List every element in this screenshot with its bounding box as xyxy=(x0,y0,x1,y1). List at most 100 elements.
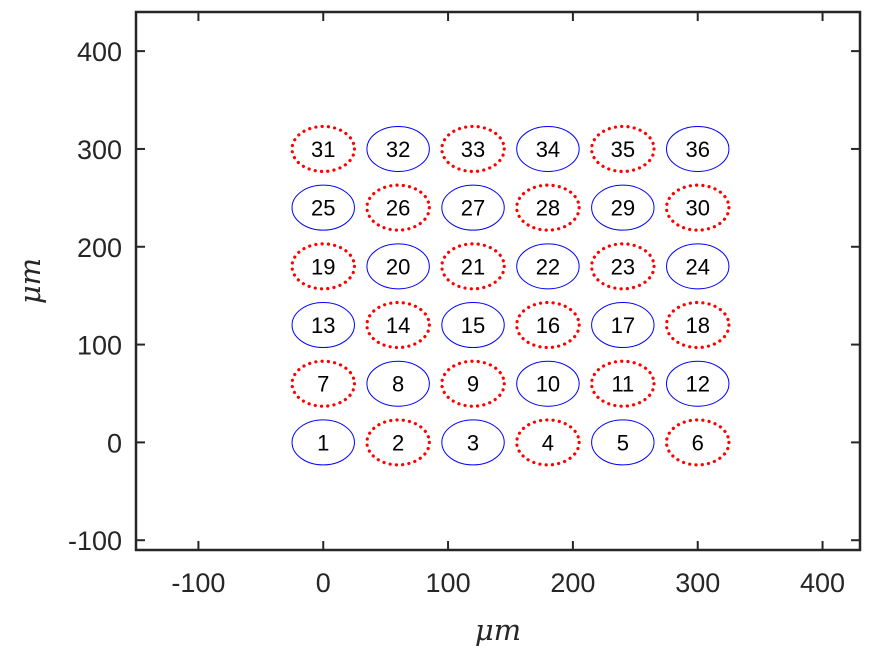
data-point-10: 10 xyxy=(516,360,580,407)
point-label: 19 xyxy=(311,254,335,279)
point-marker xyxy=(291,302,355,349)
point-marker xyxy=(365,418,431,467)
data-point-2: 2 xyxy=(365,418,431,467)
point-label: 26 xyxy=(386,196,410,221)
data-point-11: 11 xyxy=(590,359,656,408)
data-point-27: 27 xyxy=(441,184,505,231)
point-marker xyxy=(516,360,580,407)
data-point-15: 15 xyxy=(441,302,505,349)
x-tick-label: -100 xyxy=(171,568,225,598)
point-label: 7 xyxy=(317,372,329,397)
point-marker xyxy=(664,418,731,467)
data-point-28: 28 xyxy=(515,183,581,232)
data-point-8: 8 xyxy=(366,360,430,407)
point-label: 2 xyxy=(392,430,404,455)
y-tick-label: 200 xyxy=(77,233,122,263)
data-point-13: 13 xyxy=(291,302,355,349)
point-label: 5 xyxy=(617,430,629,455)
data-point-14: 14 xyxy=(365,300,431,350)
point-marker xyxy=(590,124,656,174)
point-marker xyxy=(291,184,355,231)
plot-frame xyxy=(134,10,862,552)
point-marker xyxy=(366,125,430,172)
point-label: 8 xyxy=(392,372,404,397)
point-marker xyxy=(441,184,505,231)
x-tick-label: 300 xyxy=(675,568,720,598)
point-label: 34 xyxy=(536,137,560,162)
point-marker xyxy=(366,360,430,407)
data-point-9: 9 xyxy=(440,359,506,408)
point-label: 24 xyxy=(685,254,709,279)
x-tick-label: 0 xyxy=(316,568,331,598)
data-point-12: 12 xyxy=(666,360,730,407)
x-tick-label: 200 xyxy=(550,568,595,598)
point-label: 4 xyxy=(542,430,554,455)
point-label: 15 xyxy=(461,313,485,338)
x-tick-label: 400 xyxy=(800,568,845,598)
y-tick-label: 300 xyxy=(77,135,122,165)
data-point-25: 25 xyxy=(291,184,355,231)
data-point-23: 23 xyxy=(590,242,656,291)
point-label: 11 xyxy=(611,372,634,397)
data-point-36: 36 xyxy=(666,125,730,172)
point-label: 13 xyxy=(311,313,335,338)
data-point-34: 34 xyxy=(516,125,580,172)
point-marker xyxy=(590,242,656,291)
point-marker xyxy=(666,125,730,172)
data-point-22: 22 xyxy=(516,243,580,290)
point-marker xyxy=(515,300,581,350)
data-point-24: 24 xyxy=(666,243,730,290)
point-marker xyxy=(290,359,357,408)
data-point-30: 30 xyxy=(664,183,731,232)
x-axis-title: μm xyxy=(475,613,521,647)
plot-area xyxy=(136,12,860,550)
point-marker xyxy=(664,300,731,350)
point-marker xyxy=(366,243,430,290)
point-marker xyxy=(290,124,357,174)
point-marker xyxy=(365,300,431,350)
point-marker xyxy=(666,243,730,290)
point-label: 22 xyxy=(536,254,560,279)
y-tick-label: 0 xyxy=(107,428,122,458)
point-label: 14 xyxy=(386,313,410,338)
y-tick-label: 100 xyxy=(77,331,122,361)
data-point-29: 29 xyxy=(591,184,655,231)
point-label: 3 xyxy=(467,430,479,455)
point-marker xyxy=(290,242,357,291)
data-point-17: 17 xyxy=(591,302,655,349)
point-label: 6 xyxy=(692,430,704,455)
point-label: 1 xyxy=(317,430,329,455)
y-tick-label: 400 xyxy=(77,37,122,67)
y-tick-label: -100 xyxy=(68,526,122,556)
data-point-33: 33 xyxy=(440,124,506,174)
point-label: 31 xyxy=(311,137,335,162)
data-point-32: 32 xyxy=(366,125,430,172)
data-point-1: 1 xyxy=(291,419,355,466)
point-marker xyxy=(440,359,506,408)
x-tick-label: 100 xyxy=(426,568,471,598)
point-marker xyxy=(515,418,581,467)
ticks-layer: -100 0 100 200 300 400 -100 0 100 200 300 400 xyxy=(68,12,860,598)
point-marker xyxy=(291,419,355,466)
point-label: 21 xyxy=(461,254,485,279)
data-point-19: 19 xyxy=(290,242,357,291)
data-point-3: 3 xyxy=(441,419,505,466)
point-marker xyxy=(515,183,581,232)
point-marker xyxy=(441,419,505,466)
point-marker xyxy=(591,184,655,231)
point-label: 29 xyxy=(611,196,635,221)
point-label: 35 xyxy=(611,137,635,162)
point-label: 18 xyxy=(685,313,709,338)
point-marker xyxy=(591,302,655,349)
point-marker xyxy=(590,359,656,408)
data-point-31: 31 xyxy=(290,124,357,174)
data-point-26: 26 xyxy=(365,183,431,232)
data-point-20: 20 xyxy=(366,243,430,290)
point-marker xyxy=(591,419,655,466)
point-label: 17 xyxy=(611,313,635,338)
point-label: 20 xyxy=(386,254,410,279)
data-point-18: 18 xyxy=(664,300,731,350)
data-point-7: 7 xyxy=(290,359,357,408)
